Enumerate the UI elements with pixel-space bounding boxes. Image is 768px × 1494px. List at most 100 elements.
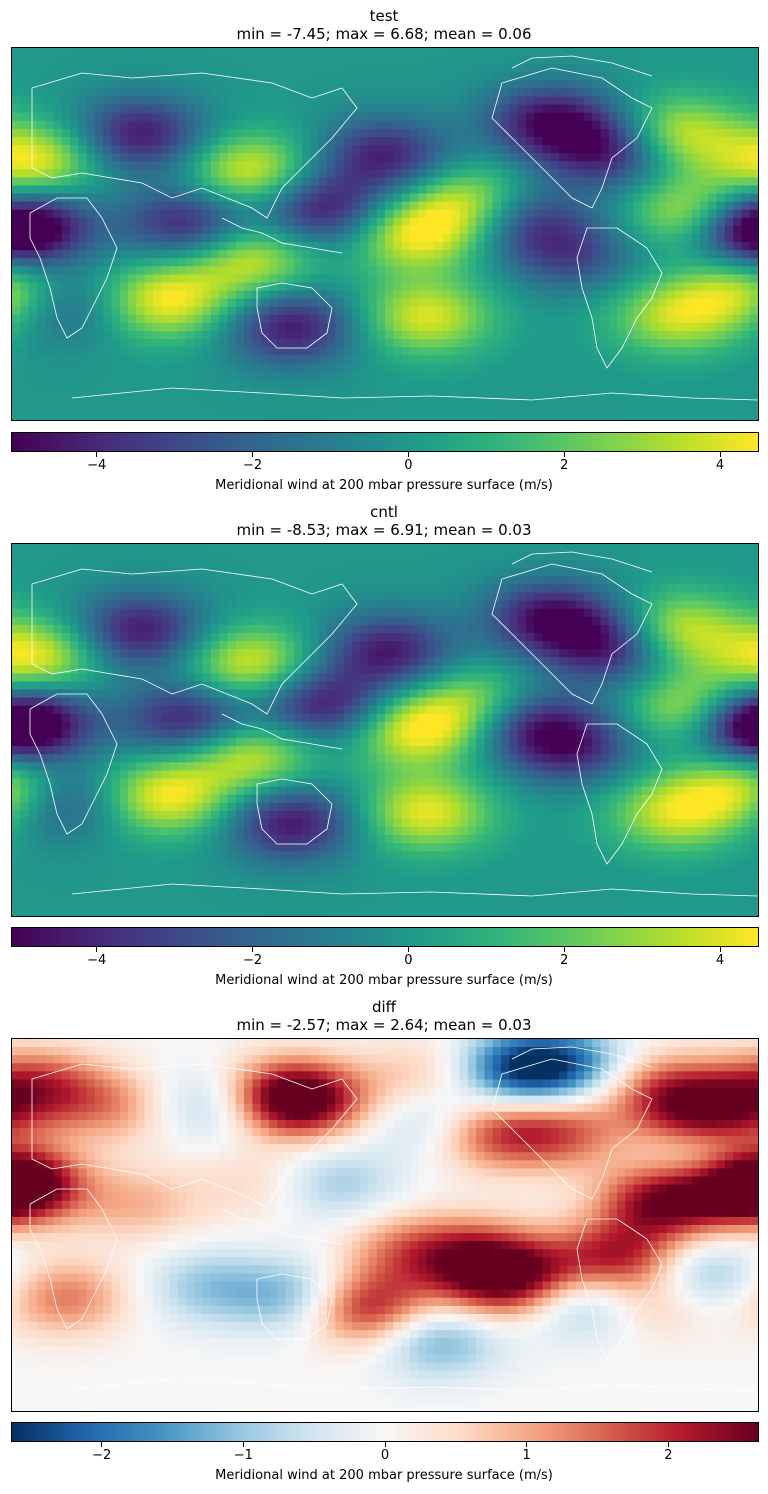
heatmap-cell [368, 136, 378, 146]
heatmap-cell [749, 298, 758, 308]
heatmap-cell [600, 363, 610, 373]
heatmap-cell [177, 128, 187, 138]
heatmap-cell [741, 544, 751, 553]
heatmap-cell [94, 177, 104, 187]
heatmap-cell [492, 72, 502, 81]
heatmap-cell [691, 217, 701, 227]
heatmap-cell [691, 411, 701, 420]
heatmap-cell [492, 608, 502, 618]
heatmap-cell [310, 242, 320, 251]
heatmap-cell [683, 290, 693, 300]
heatmap-cell [219, 347, 229, 356]
heatmap-cell [550, 552, 560, 561]
heatmap-cell [741, 104, 751, 114]
heatmap-cell [675, 355, 684, 364]
heatmap-cell [567, 250, 577, 259]
heatmap-cell [385, 411, 394, 420]
heatmap-cell [53, 258, 63, 267]
heatmap-cell [376, 242, 386, 251]
heatmap-cell [219, 266, 229, 276]
heatmap-cell [144, 274, 154, 284]
heatmap-cell [699, 217, 709, 227]
heatmap-cell [128, 339, 137, 348]
heatmap-cell [608, 145, 618, 154]
heatmap-cell [501, 274, 510, 284]
heatmap-cell [128, 145, 137, 154]
heatmap-cell [583, 177, 593, 187]
heatmap-cell [467, 242, 477, 251]
heatmap-cell [633, 347, 643, 356]
heatmap-cell [128, 347, 137, 356]
heatmap-cell [559, 363, 568, 373]
heatmap-cell [227, 250, 237, 259]
heatmap-cell [277, 242, 287, 251]
heatmap-cell [326, 225, 336, 235]
heatmap-cell [78, 104, 88, 114]
heatmap-cell [20, 56, 30, 65]
heatmap-cell [326, 250, 336, 259]
heatmap-cell [161, 395, 171, 405]
heatmap-cell [335, 120, 345, 130]
heatmap-cell [467, 153, 477, 162]
heatmap-cell [600, 193, 610, 203]
heatmap-cell [326, 331, 336, 340]
heatmap-cell [177, 80, 187, 90]
heatmap-cell [169, 306, 179, 316]
heatmap-cell [268, 177, 278, 187]
heatmap-cell [53, 339, 63, 348]
heatmap-cell [385, 234, 394, 243]
heatmap-cell [61, 145, 71, 154]
heatmap-cell [658, 153, 668, 162]
heatmap-cell [335, 88, 345, 98]
heatmap-cell [683, 242, 693, 251]
heatmap-cell [252, 592, 262, 602]
heatmap-cell [144, 403, 154, 413]
heatmap-cell [70, 355, 79, 364]
heatmap-cell [650, 355, 660, 364]
heatmap-cell [608, 379, 618, 389]
heatmap-cell [699, 363, 709, 373]
heatmap-cell [186, 339, 195, 348]
heatmap-cell [401, 112, 411, 122]
heatmap-cell [517, 560, 527, 569]
heatmap-cell [517, 331, 527, 340]
heatmap-cell [501, 88, 510, 98]
heatmap-cell [691, 584, 701, 594]
heatmap-cell [583, 568, 593, 577]
heatmap-cell [733, 209, 743, 219]
heatmap-cell [335, 355, 345, 364]
heatmap-cell [509, 169, 519, 178]
heatmap-cell [733, 234, 743, 243]
heatmap-cell [608, 258, 618, 267]
heatmap-cell [111, 250, 121, 259]
heatmap-cell [443, 112, 452, 122]
heatmap-cell [459, 395, 469, 405]
heatmap-cell [318, 600, 328, 610]
heatmap-cell [28, 339, 38, 348]
heatmap-cell [741, 314, 751, 324]
heatmap-cell [152, 322, 162, 332]
heatmap-cell [111, 225, 121, 235]
heatmap-cell [699, 274, 709, 284]
heatmap-cell [550, 136, 560, 146]
heatmap-cell [318, 96, 328, 106]
heatmap-cell [260, 217, 270, 227]
heatmap-cell [559, 371, 568, 381]
heatmap-cell [53, 234, 63, 243]
heatmap-cell [36, 552, 46, 561]
coastline-overlay [29, 55, 758, 401]
heatmap-cell [111, 290, 121, 300]
heatmap-cell [244, 258, 253, 267]
heatmap-cell [111, 331, 121, 340]
heatmap-cell [111, 128, 121, 138]
heatmap-cell [152, 56, 162, 65]
heatmap-cell [302, 201, 311, 211]
heatmap-cell [575, 411, 585, 420]
heatmap-cell [583, 169, 593, 178]
heatmap-cell [401, 177, 411, 187]
heatmap-cell [716, 242, 726, 251]
heatmap-cell [53, 112, 63, 122]
heatmap-cell [310, 322, 320, 332]
heatmap-cell [625, 306, 635, 316]
heatmap-cell [534, 104, 544, 114]
